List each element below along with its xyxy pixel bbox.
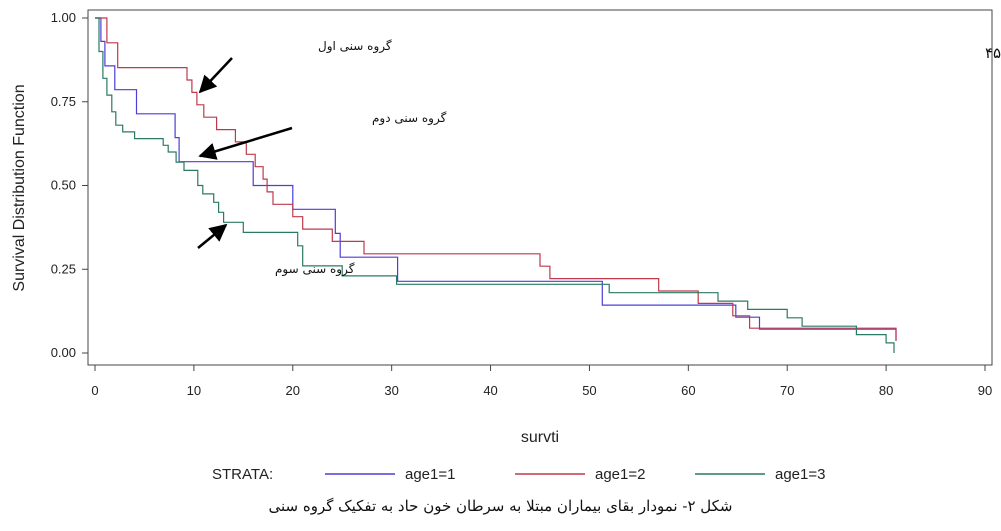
legend-title: STRATA:	[212, 466, 273, 483]
x-tick-label: 90	[978, 383, 992, 398]
y-axis-title: Survival Distribution Function	[11, 84, 28, 291]
figure-caption: شکل ۲- نمودار بقای بیماران مبتلا به سرطا…	[268, 497, 733, 515]
x-tick-label: 70	[780, 383, 794, 398]
x-tick-label: 10	[187, 383, 201, 398]
plot-frame	[87, 9, 993, 366]
x-tick-label: 0	[91, 383, 98, 398]
series-line-3	[95, 17, 895, 353]
legend-label-2: age1=2	[595, 466, 645, 483]
annotation-group1: گروه سنی اول	[318, 39, 392, 54]
arrow-group3	[197, 223, 228, 249]
series-line-1	[95, 17, 897, 341]
x-tick-label: 30	[384, 383, 398, 398]
y-tick-label: 0.75	[51, 94, 76, 109]
age-group-definition: گروه سنی اول: ۱۵-۲۵، گروه سنی دوم: ۲۵-۴۵…	[985, 44, 1001, 62]
x-tick-label: 40	[483, 383, 497, 398]
x-tick-label: 20	[286, 383, 300, 398]
y-tick-label: 0.50	[51, 178, 76, 193]
y-tick-label: 0.25	[51, 261, 76, 276]
x-tick-label: 60	[681, 383, 695, 398]
x-tick-label: 50	[582, 383, 596, 398]
arrow-group2	[198, 126, 293, 160]
y-tick-label: 0.00	[51, 345, 76, 360]
x-axis: 0 10 20 30 40 50 60 70 80 90	[91, 365, 992, 398]
x-axis-title: survti	[521, 429, 559, 446]
legend-label-3: age1=3	[775, 466, 825, 483]
series-group	[95, 17, 897, 353]
legend-label-1: age1=1	[405, 466, 455, 483]
y-tick-label: 1.00	[51, 10, 76, 25]
series-line-2	[95, 17, 897, 341]
annotation-group3: گروه سنی سوم	[275, 262, 355, 277]
annotation-group2: گروه سنی دوم	[372, 111, 447, 126]
x-tick-label: 80	[879, 383, 893, 398]
arrow-group1	[198, 57, 233, 94]
legend: STRATA: age1=1 age1=2 age1=3	[212, 466, 825, 483]
y-axis: 0.00 0.25 0.50 0.75 1.00	[51, 10, 88, 360]
